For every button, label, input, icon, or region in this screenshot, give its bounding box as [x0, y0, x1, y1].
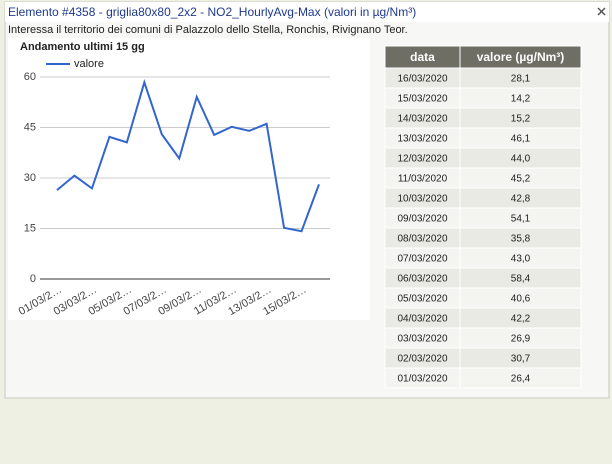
- cell-text: 01/03/2020: [397, 374, 447, 385]
- chart-area: [8, 38, 370, 320]
- header-text: data: [410, 50, 435, 64]
- cell-text: 46,1: [511, 134, 531, 145]
- cell-text: 04/03/2020: [397, 314, 447, 325]
- y-tick-label: 30: [24, 172, 36, 184]
- cell-text: 02/03/2020: [397, 354, 447, 365]
- cell-text: 15/03/2020: [397, 94, 447, 105]
- cell-text: 11/03/2020: [398, 174, 448, 185]
- cell-text: 15,2: [511, 114, 531, 125]
- cell-text: 09/03/2020: [397, 214, 447, 225]
- cell-text: 40,6: [511, 294, 531, 305]
- cell-text: 16/03/2020: [397, 74, 447, 85]
- cell-text: 26,4: [511, 374, 531, 385]
- legend-label: valore: [74, 58, 104, 70]
- cell-text: 14/03/2020: [397, 114, 447, 125]
- cell-text: 03/03/2020: [397, 334, 447, 345]
- y-tick-label: 0: [30, 273, 36, 285]
- cell-text: 58,4: [511, 274, 531, 285]
- y-tick-label: 45: [24, 121, 36, 133]
- y-tick-label: 60: [24, 71, 36, 83]
- cell-text: 42,2: [511, 314, 531, 325]
- cell-text: 06/03/2020: [397, 274, 447, 285]
- cell-text: 14,2: [511, 94, 531, 105]
- table-cell: [459, 367, 582, 389]
- cell-text: 07/03/2020: [397, 254, 447, 265]
- cell-text: 45,2: [511, 174, 531, 185]
- popup-title: Elemento #4358 - griglia80x80_2x2 - NO2_…: [8, 5, 416, 19]
- cell-text: 35,8: [511, 234, 531, 245]
- cell-text: 26,9: [511, 334, 531, 345]
- cell-text: 08/03/2020: [397, 234, 447, 245]
- popup-subtitle: Interessa il territorio dei comuni di Pa…: [8, 24, 408, 36]
- cell-text: 43,0: [511, 254, 531, 265]
- y-tick-label: 15: [24, 222, 36, 234]
- cell-text: 42,8: [511, 194, 531, 205]
- cell-text: 30,7: [511, 354, 531, 365]
- cell-text: 54,1: [511, 214, 531, 225]
- cell-text: 05/03/2020: [397, 294, 447, 305]
- cell-text: 28,1: [511, 74, 531, 85]
- popup-titlebar: [5, 2, 609, 22]
- cell-text: 10/03/2020: [397, 194, 447, 205]
- cell-text: 12/03/2020: [397, 154, 447, 165]
- cell-text: 13/03/2020: [397, 134, 447, 145]
- close-button[interactable]: [597, 7, 606, 16]
- chart-title: Andamento ultimi 15 gg: [20, 41, 145, 53]
- data-table: data valore (µg/Nm³) 16/03/2020 28,1 15/03/2…: [384, 45, 582, 389]
- cell-text: 44,0: [511, 154, 531, 165]
- data-line: [56, 79, 320, 233]
- header-text: valore (µg/Nm³): [477, 50, 565, 64]
